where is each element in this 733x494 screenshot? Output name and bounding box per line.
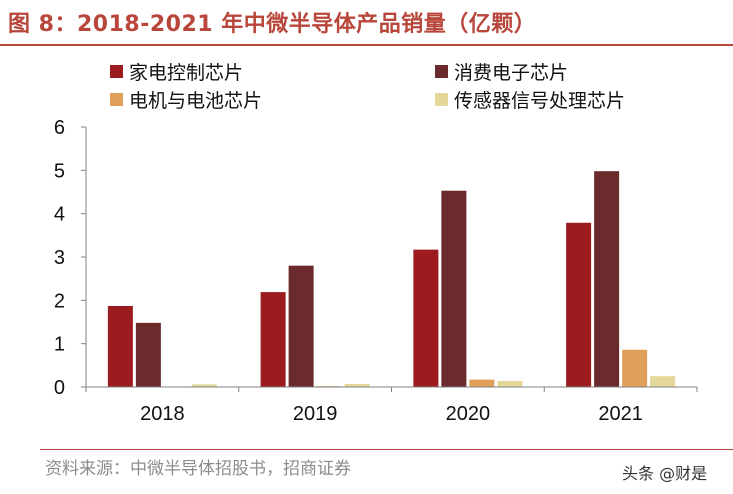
legend-item-home-appliance: 家电控制芯片 <box>110 58 243 85</box>
bar-家电控制芯片-2018 <box>107 305 133 387</box>
bar-传感器信号处理芯片-2019 <box>344 383 370 387</box>
bar-消费电子芯片-2018 <box>135 322 161 387</box>
x-tick-label: 2018 <box>140 403 185 425</box>
chart-title: 图 8：2018-2021 年中微半导体产品销量（亿颗） <box>8 12 537 37</box>
legend-swatch <box>435 65 448 78</box>
legend-swatch <box>110 93 123 106</box>
bar-电机与电池芯片-2020 <box>469 379 495 387</box>
axes-group <box>81 126 698 392</box>
bar-家电控制芯片-2020 <box>413 249 439 387</box>
bar-传感器信号处理芯片-2020 <box>497 380 523 387</box>
y-tick-label: 2 <box>54 290 65 312</box>
y-tick-label: 5 <box>54 160 65 182</box>
title-divider <box>0 44 733 46</box>
legend-label: 传感器信号处理芯片 <box>454 90 626 112</box>
bars-group <box>107 171 676 387</box>
watermark: 头条 @财是 <box>622 464 708 483</box>
bar-传感器信号处理芯片-2018 <box>191 384 217 387</box>
bar-家电控制芯片-2019 <box>260 292 286 387</box>
legend-label: 消费电子芯片 <box>454 62 569 84</box>
legend-item-motor-battery: 电机与电池芯片 <box>110 86 262 113</box>
y-tick-label: 6 <box>54 117 65 139</box>
legend-label: 家电控制芯片 <box>129 62 244 84</box>
bar-家电控制芯片-2021 <box>566 222 592 387</box>
legend-swatch <box>435 93 448 106</box>
bar-消费电子芯片-2020 <box>441 190 467 387</box>
x-tick-label: 2021 <box>598 403 643 425</box>
legend-label: 电机与电池芯片 <box>129 90 263 112</box>
bar-消费电子芯片-2019 <box>288 265 314 387</box>
bar-电机与电池芯片-2021 <box>622 349 648 387</box>
y-tick-label: 4 <box>54 204 65 226</box>
source-note: 资料来源：中微半导体招股书，招商证券 <box>45 459 351 479</box>
legend-item-sensor-signal: 传感器信号处理芯片 <box>435 86 625 113</box>
bar-消费电子芯片-2021 <box>594 171 620 387</box>
source-divider <box>40 449 733 450</box>
tick-labels-group: 0 1 2 3 4 5 6 2018 2019 2020 2021 <box>54 117 643 425</box>
y-tick-label: 3 <box>54 247 65 269</box>
y-tick-label: 0 <box>54 377 65 399</box>
x-tick-label: 2020 <box>446 403 491 425</box>
legend-item-consumer-electronics: 消费电子芯片 <box>435 58 568 85</box>
x-tick-label: 2019 <box>293 403 338 425</box>
legend-swatch <box>110 65 123 78</box>
bar-传感器信号处理芯片-2021 <box>650 376 676 387</box>
y-tick-label: 1 <box>54 334 65 356</box>
